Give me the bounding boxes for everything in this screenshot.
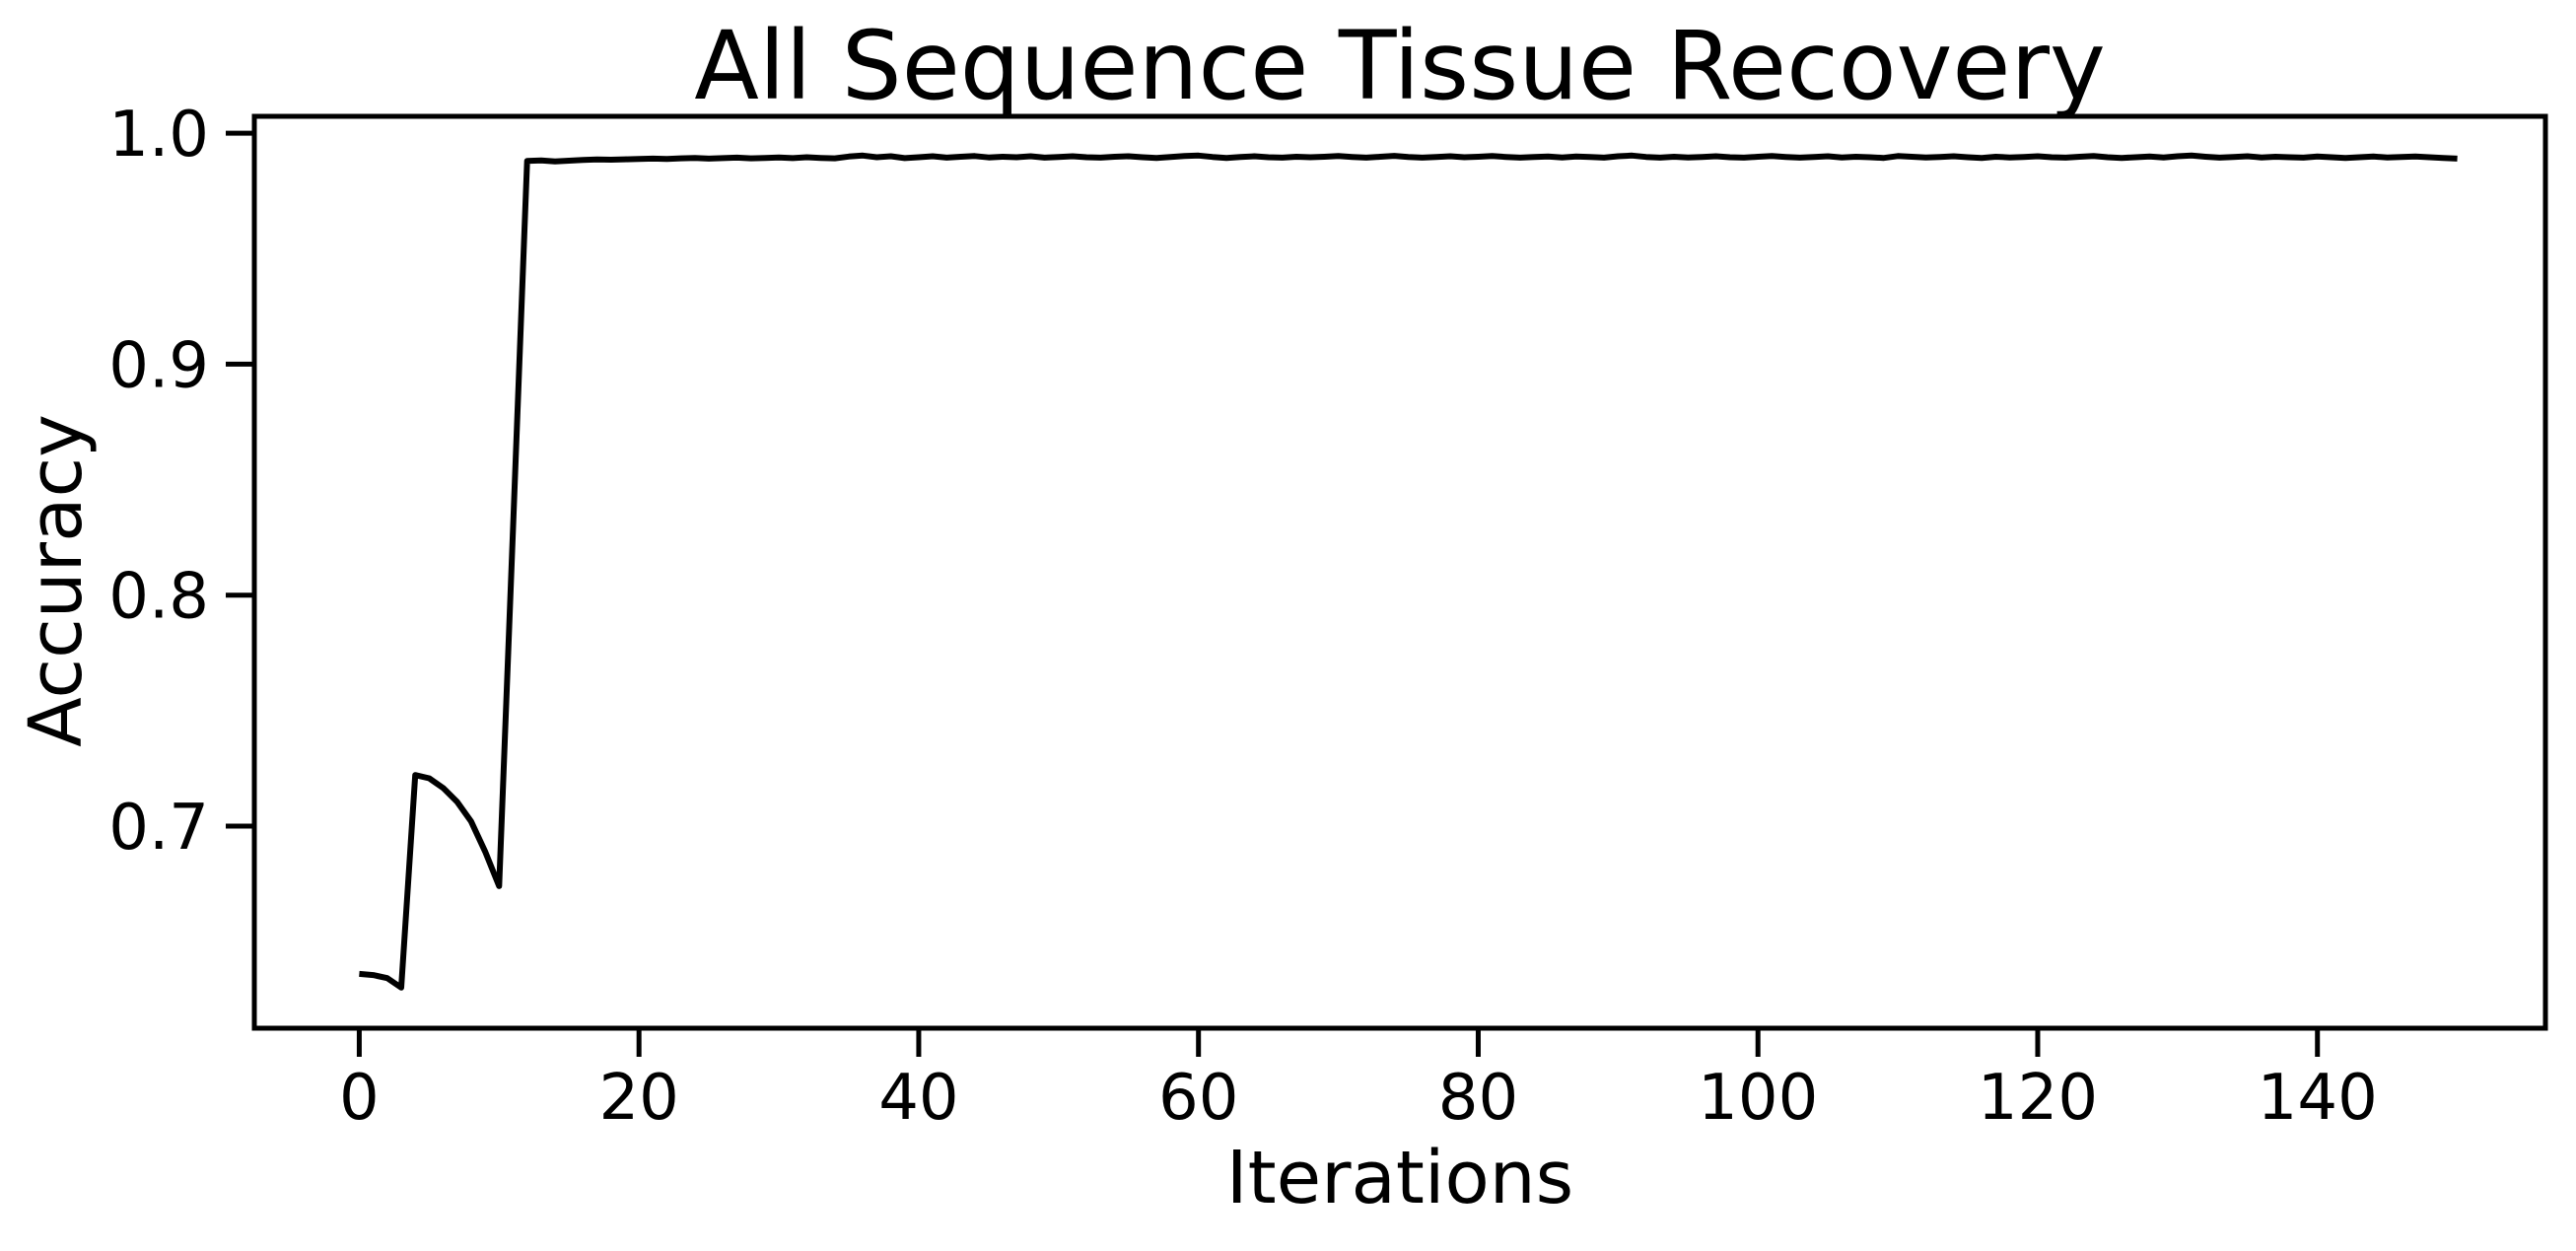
x-axis-ticks: 0 20 40 60 80 100 120 140: [339, 1028, 2378, 1135]
y-tick-label: 0.7: [108, 792, 209, 865]
y-tick-label: 0.9: [108, 329, 209, 402]
y-tick-label: 0.8: [108, 561, 209, 634]
y-axis-ticks: 0.7 0.8 0.9 1.0: [108, 99, 254, 865]
chart-title: All Sequence Tissue Recovery: [694, 11, 2106, 121]
y-tick-label: 1.0: [108, 99, 209, 172]
data-line-accuracy: [359, 152, 2458, 991]
x-axis-label: Iterations: [1226, 1136, 1573, 1220]
x-tick-label: 140: [2258, 1062, 2378, 1135]
x-tick-label: 80: [1438, 1062, 1518, 1135]
x-tick-label: 0: [339, 1062, 380, 1135]
x-tick-label: 40: [878, 1062, 958, 1135]
x-tick-label: 20: [598, 1062, 678, 1135]
x-tick-label: 60: [1158, 1062, 1238, 1135]
y-axis-label: Accuracy: [14, 414, 99, 747]
x-tick-label: 120: [1978, 1062, 2098, 1135]
x-tick-label: 100: [1698, 1062, 1818, 1135]
plot-border: [251, 113, 2548, 1031]
